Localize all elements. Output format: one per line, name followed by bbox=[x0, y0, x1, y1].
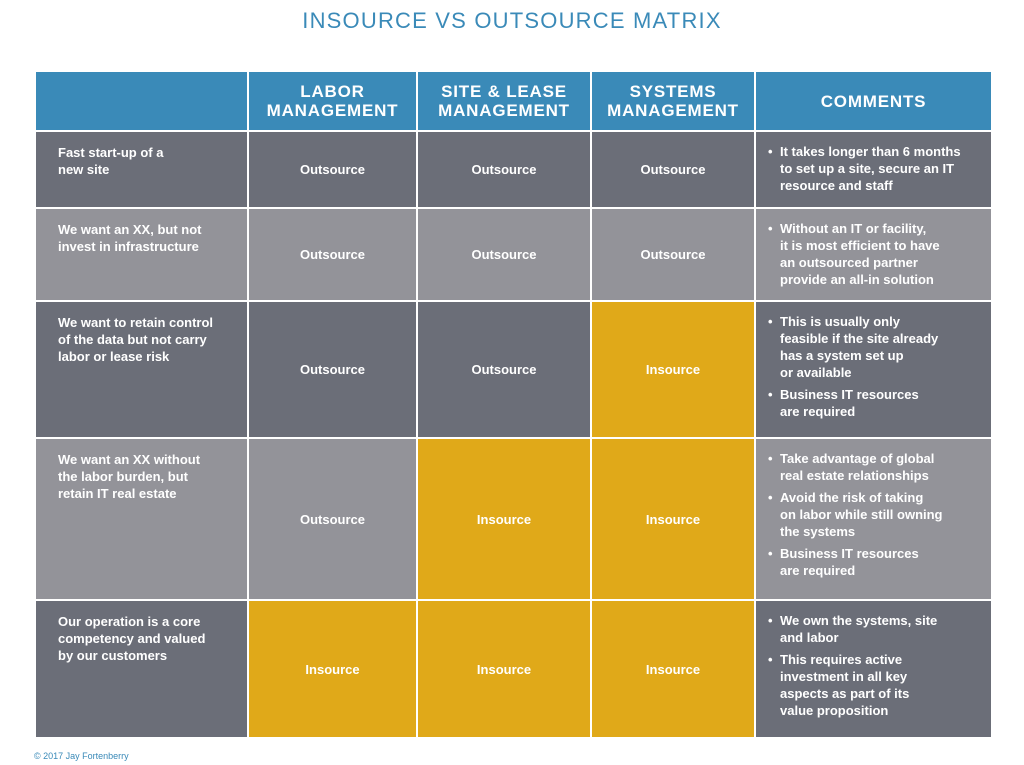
comment-bullet: • Business IT resources are required bbox=[768, 546, 919, 578]
bullet-icon: • bbox=[768, 314, 773, 329]
bullet-icon: • bbox=[768, 652, 773, 667]
site-decision-cell: Outsource bbox=[416, 300, 592, 439]
comments-cell: • This is usually only feasible if the sit… bbox=[754, 300, 993, 439]
header-corner bbox=[34, 70, 249, 132]
bullet-icon: • bbox=[768, 546, 773, 561]
comment-bullet: • It takes longer than 6 months to set up … bbox=[768, 144, 961, 193]
header-site-lease-management: SITE & LEASE MANAGEMENT bbox=[416, 70, 592, 132]
comments-cell: • It takes longer than 6 months to set up … bbox=[754, 130, 993, 209]
bullet-icon: • bbox=[768, 144, 773, 159]
labor-decision-cell: Outsource bbox=[247, 300, 418, 439]
insource-outsource-matrix: LABOR MANAGEMENT SITE & LEASE MANAGEMENT… bbox=[34, 70, 993, 739]
systems-decision-cell: Outsource bbox=[590, 207, 756, 302]
header-systems-management: SYSTEMS MANAGEMENT bbox=[590, 70, 756, 132]
table-row: We want to retain control of the data but… bbox=[34, 300, 993, 439]
comment-bullet: • This requires active investment in all k… bbox=[768, 652, 910, 718]
bullet-icon: • bbox=[768, 613, 773, 628]
scenario-cell: Fast start-up of a new site bbox=[34, 130, 249, 209]
systems-decision-cell: Insource bbox=[590, 599, 756, 739]
scenario-cell: Our operation is a core competency and va… bbox=[34, 599, 249, 739]
bullet-icon: • bbox=[768, 221, 773, 236]
table-row: Our operation is a core competency and va… bbox=[34, 599, 993, 739]
labor-decision-cell: Outsource bbox=[247, 130, 418, 209]
site-decision-cell: Outsource bbox=[416, 207, 592, 302]
scenario-cell: We want to retain control of the data but… bbox=[34, 300, 249, 439]
header-comments: COMMENTS bbox=[754, 70, 993, 132]
bullet-icon: • bbox=[768, 490, 773, 505]
scenario-cell: We want an XX without the labor burden, b… bbox=[34, 437, 249, 601]
labor-decision-cell: Outsource bbox=[247, 207, 418, 302]
comment-bullet: • This is usually only feasible if the sit… bbox=[768, 314, 939, 380]
comment-bullet: • Avoid the risk of taking on labor while … bbox=[768, 490, 943, 539]
table-row: We want an XX without the labor burden, b… bbox=[34, 437, 993, 601]
comment-bullet: • Without an IT or facility, it is most ef… bbox=[768, 221, 940, 287]
comments-cell: • We own the systems, site and labor • This … bbox=[754, 599, 993, 739]
systems-decision-cell: Insource bbox=[590, 437, 756, 601]
table-row: We want an XX, but not invest in infrastr… bbox=[34, 207, 993, 302]
header-labor-management: LABOR MANAGEMENT bbox=[247, 70, 418, 132]
comments-cell: • Take advantage of global real estate rel… bbox=[754, 437, 993, 601]
header-row: LABOR MANAGEMENT SITE & LEASE MANAGEMENT… bbox=[34, 70, 993, 132]
copyright-footer: © 2017 Jay Fortenberry bbox=[34, 751, 129, 761]
comments-cell: • Without an IT or facility, it is most ef… bbox=[754, 207, 993, 302]
page-title: INSOURCE VS OUTSOURCE MATRIX bbox=[302, 8, 722, 33]
site-decision-cell: Insource bbox=[416, 437, 592, 601]
comment-bullet: • Business IT resources are required bbox=[768, 387, 919, 419]
bullet-icon: • bbox=[768, 387, 773, 402]
comment-bullet: • Take advantage of global real estate rel… bbox=[768, 451, 935, 483]
scenario-cell: We want an XX, but not invest in infrastr… bbox=[34, 207, 249, 302]
systems-decision-cell: Outsource bbox=[590, 130, 756, 209]
bullet-icon: • bbox=[768, 451, 773, 466]
table-row: Fast start-up of a new site Outsource Outso… bbox=[34, 130, 993, 209]
systems-decision-cell: Insource bbox=[590, 300, 756, 439]
site-decision-cell: Outsource bbox=[416, 130, 592, 209]
labor-decision-cell: Outsource bbox=[247, 437, 418, 601]
labor-decision-cell: Insource bbox=[247, 599, 418, 739]
comment-bullet: • We own the systems, site and labor bbox=[768, 613, 938, 645]
site-decision-cell: Insource bbox=[416, 599, 592, 739]
